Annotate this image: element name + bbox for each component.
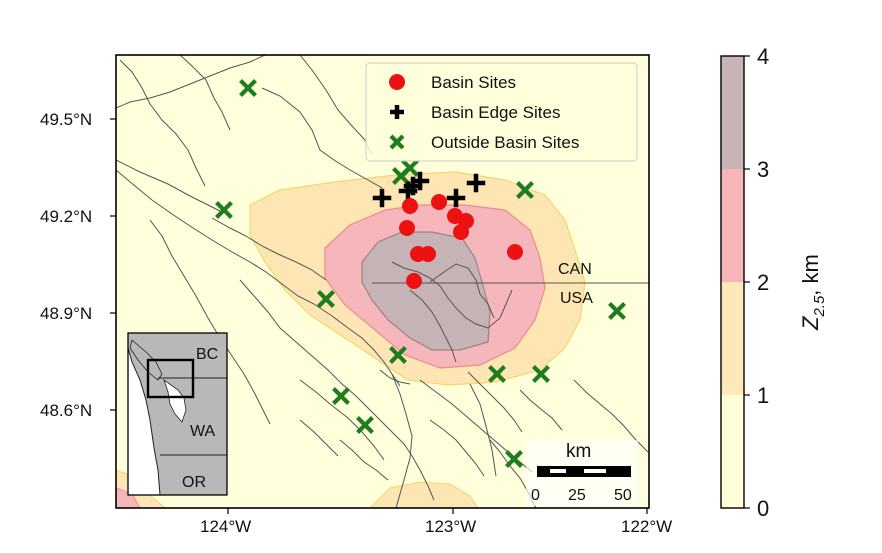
legend-basin-site-label: Basin Sites (431, 73, 516, 92)
legend-outside-site-label: Outside Basin Sites (431, 133, 579, 152)
basin-site-marker (431, 194, 447, 210)
depth-contour-patch-southwest-inner (116, 487, 141, 508)
basin-edge-site-marker (466, 173, 486, 193)
colorbar-axis-label: Z2.5, km (798, 254, 828, 331)
legend-outside-site-swatch (389, 134, 405, 150)
outside-basin-site-marker (239, 79, 257, 97)
inset-label-bc: BC (196, 346, 218, 363)
border-line-water-east (469, 383, 497, 477)
border-label-usa: USA (560, 290, 593, 307)
border-label-can: CAN (558, 261, 592, 278)
basin-sites (399, 194, 523, 289)
colorbar-band-2-3 (721, 169, 744, 282)
colorbar-tick-label: 0 (757, 496, 769, 521)
colorbar-label-subscript: 2.5 (811, 295, 828, 318)
outside-basin-site-marker (532, 365, 550, 383)
legend-box (365, 62, 638, 162)
lat-tick-label: 48.9°N (40, 304, 92, 323)
outside-basin-site-marker (332, 387, 350, 405)
scale-bar-label-0: 0 (531, 487, 540, 504)
outside-basin-site-marker (608, 302, 626, 320)
outside-basin-site-marker (215, 201, 233, 219)
lon-axis (227, 508, 648, 514)
coastlines (116, 55, 649, 508)
lat-tick-label: 49.5°N (40, 110, 92, 129)
inset-map: BC WA OR (127, 332, 228, 496)
colorbar-tick-label: 2 (757, 270, 769, 295)
basin-edge-site-marker (410, 171, 430, 191)
basin-edge-site-marker (446, 188, 466, 208)
inset-island (129, 339, 163, 381)
colorbar-label-unit: , km (798, 254, 823, 296)
map-legend: Basin Sites Basin Edge Sites Outside Bas… (365, 62, 638, 162)
lon-tick-label: 123°W (425, 517, 476, 536)
colorbar-band-3-4 (721, 56, 744, 169)
colorbar: 0 1 2 3 4 Z2.5, km (720, 44, 828, 521)
lon-tick-label: 124°W (200, 517, 251, 536)
basin-edge-sites (372, 171, 486, 208)
inset-frame (127, 332, 228, 496)
outside-basin-site-marker (389, 346, 407, 364)
legend-basin-site-swatch (389, 74, 405, 90)
outside-basin-sites (215, 79, 626, 468)
colorbar-tick-label: 1 (757, 383, 769, 408)
basin-edge-site-marker (372, 188, 392, 208)
basin-site-marker (399, 220, 415, 236)
legend-edge-site-label: Basin Edge Sites (431, 103, 560, 122)
colorbar-label-symbol: Z (798, 315, 823, 331)
legend-edge-site-swatch (390, 105, 404, 119)
basin-site-marker (402, 198, 418, 214)
colorbar-band-0-1 (721, 395, 744, 508)
basin-site-marker (406, 273, 422, 289)
scale-bar-label-50: 50 (614, 487, 632, 504)
scale-bar-segment-white (550, 469, 566, 473)
outside-basin-site-marker (317, 290, 335, 308)
inset-label-wa: WA (190, 423, 216, 440)
outside-basin-site-marker (392, 167, 410, 185)
lon-tick-label: 122°W (621, 517, 672, 536)
basin-site-marker (453, 224, 469, 240)
colorbar-tick-label: 3 (757, 157, 769, 182)
colorbar-band-1-2 (721, 282, 744, 395)
outside-basin-site-marker (516, 181, 534, 199)
colorbar-tick-label: 4 (757, 44, 769, 69)
outside-basin-site-marker (505, 450, 523, 468)
depth-contour-patch-south (369, 481, 479, 508)
scale-bar: km 0 25 50 (526, 440, 638, 506)
outside-basin-site-marker (488, 365, 506, 383)
inset-study-area-box (146, 358, 195, 399)
inset-label-or: OR (182, 474, 206, 491)
lat-tick-label: 49.2°N (40, 207, 92, 226)
basin-site-marker (420, 246, 436, 262)
outside-basin-site-marker (356, 416, 374, 434)
map-frame (115, 54, 650, 509)
scale-bar-segment-white (584, 469, 606, 473)
scale-bar-title: km (566, 441, 591, 462)
lat-axis (110, 118, 116, 411)
lat-tick-label: 48.6°N (40, 401, 92, 420)
scale-bar-label-25: 25 (568, 487, 586, 504)
basin-site-marker (507, 244, 523, 260)
border-line-water (391, 373, 413, 508)
